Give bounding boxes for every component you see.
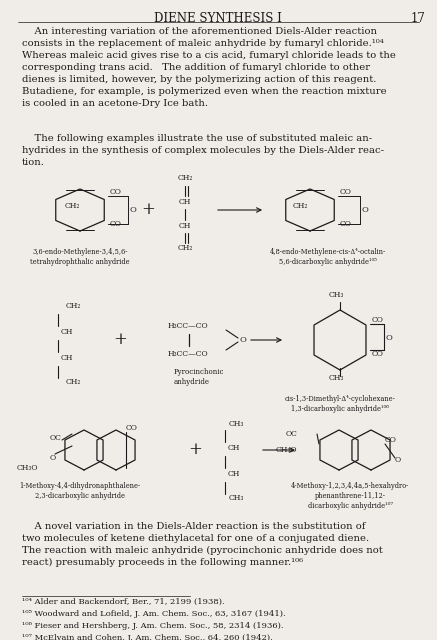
Text: H₃CC—CO: H₃CC—CO	[168, 322, 208, 330]
Text: CO: CO	[372, 350, 384, 358]
Text: CH₂: CH₂	[177, 174, 193, 182]
Text: CO: CO	[385, 436, 397, 444]
Text: ¹⁰⁵ Woodward and Lofield, J. Am. Chem. Soc., 63, 3167 (1941).: ¹⁰⁵ Woodward and Lofield, J. Am. Chem. S…	[22, 610, 286, 618]
Text: DIENE SYNTHESIS I: DIENE SYNTHESIS I	[154, 12, 282, 25]
Text: H₃CC—CO: H₃CC—CO	[168, 350, 208, 358]
Text: CH: CH	[179, 198, 191, 206]
Text: CH₃: CH₃	[328, 374, 343, 382]
Text: CH₂: CH₂	[292, 202, 308, 210]
Text: O: O	[130, 206, 137, 214]
Text: 3,6-endo-Methylene-3,4,5,6-
tetrahydrophthalic anhydride: 3,6-endo-Methylene-3,4,5,6- tetrahydroph…	[30, 248, 130, 266]
Text: A novel variation in the Diels-Alder reaction is the substitution of
two molecul: A novel variation in the Diels-Alder rea…	[22, 522, 383, 567]
Text: CO: CO	[372, 316, 384, 324]
Text: O: O	[362, 206, 369, 214]
Text: CH₃: CH₃	[229, 420, 244, 428]
Text: CH₂: CH₂	[66, 378, 81, 386]
Text: Pyrocinchonic
anhydride: Pyrocinchonic anhydride	[174, 368, 225, 386]
Text: 1-Methoxy-4,4-dihydronaphthalene-
2,3-dicarboxylic anhydride: 1-Methoxy-4,4-dihydronaphthalene- 2,3-di…	[19, 482, 141, 500]
Text: O: O	[395, 456, 401, 464]
Text: OC: OC	[285, 430, 297, 438]
Text: ¹⁰⁶ Fieser and Hershberg, J. Am. Chem. Soc., 58, 2314 (1936).: ¹⁰⁶ Fieser and Hershberg, J. Am. Chem. S…	[22, 622, 284, 630]
Text: CH: CH	[228, 444, 240, 452]
Text: CH₃O: CH₃O	[275, 446, 297, 454]
Text: cis-1,3-Dimethyl-Δ⁴-cyclohexane-
1,3-dicarboxylic anhydride¹⁰⁶: cis-1,3-Dimethyl-Δ⁴-cyclohexane- 1,3-dic…	[284, 395, 395, 413]
Text: CH₃: CH₃	[229, 494, 244, 502]
Text: O: O	[50, 454, 56, 462]
Text: CO: CO	[110, 220, 122, 228]
Text: ¹⁰⁷ McElvain and Cohen, J. Am. Chem. Soc., 64, 260 (1942).: ¹⁰⁷ McElvain and Cohen, J. Am. Chem. Soc…	[22, 634, 273, 640]
Text: CH₂: CH₂	[64, 202, 80, 210]
Text: CO: CO	[340, 220, 352, 228]
Text: CH₂: CH₂	[177, 244, 193, 252]
Text: CH: CH	[228, 470, 240, 478]
Text: 4,8-endo-Methylene-cis-Δ⁴-octalin-
5,6-dicarboxylic anhydride¹⁰⁵: 4,8-endo-Methylene-cis-Δ⁴-octalin- 5,6-d…	[270, 248, 386, 266]
Text: OC: OC	[50, 434, 62, 442]
Text: O: O	[240, 336, 247, 344]
Text: +: +	[141, 202, 155, 218]
Text: 17: 17	[410, 12, 425, 25]
Text: CH₃O: CH₃O	[17, 464, 38, 472]
Text: The following examples illustrate the use of substituted maleic an-
hydrides in : The following examples illustrate the us…	[22, 134, 384, 167]
Text: CH: CH	[61, 328, 73, 336]
Text: CH₂: CH₂	[66, 302, 81, 310]
Text: An interesting variation of the aforementioned Diels-Alder reaction
consists in : An interesting variation of the aforemen…	[22, 27, 396, 108]
Text: CO: CO	[340, 188, 352, 196]
Text: 4-Methoxy-1,2,3,4,4a,5-hexahydro-
phenanthrene-11,12-
dicarboxylic anhydride¹⁰⁷: 4-Methoxy-1,2,3,4,4a,5-hexahydro- phenan…	[291, 482, 409, 509]
Text: O: O	[386, 334, 393, 342]
Text: ¹⁰⁴ Alder and Backendorf, Ber., 71, 2199 (1938).: ¹⁰⁴ Alder and Backendorf, Ber., 71, 2199…	[22, 598, 225, 606]
Text: CH: CH	[179, 222, 191, 230]
Text: CH: CH	[61, 354, 73, 362]
Text: CO: CO	[126, 424, 138, 432]
Text: +: +	[113, 332, 127, 349]
Text: CO: CO	[110, 188, 122, 196]
Text: CH₃: CH₃	[328, 291, 343, 299]
Text: +: +	[188, 442, 202, 458]
